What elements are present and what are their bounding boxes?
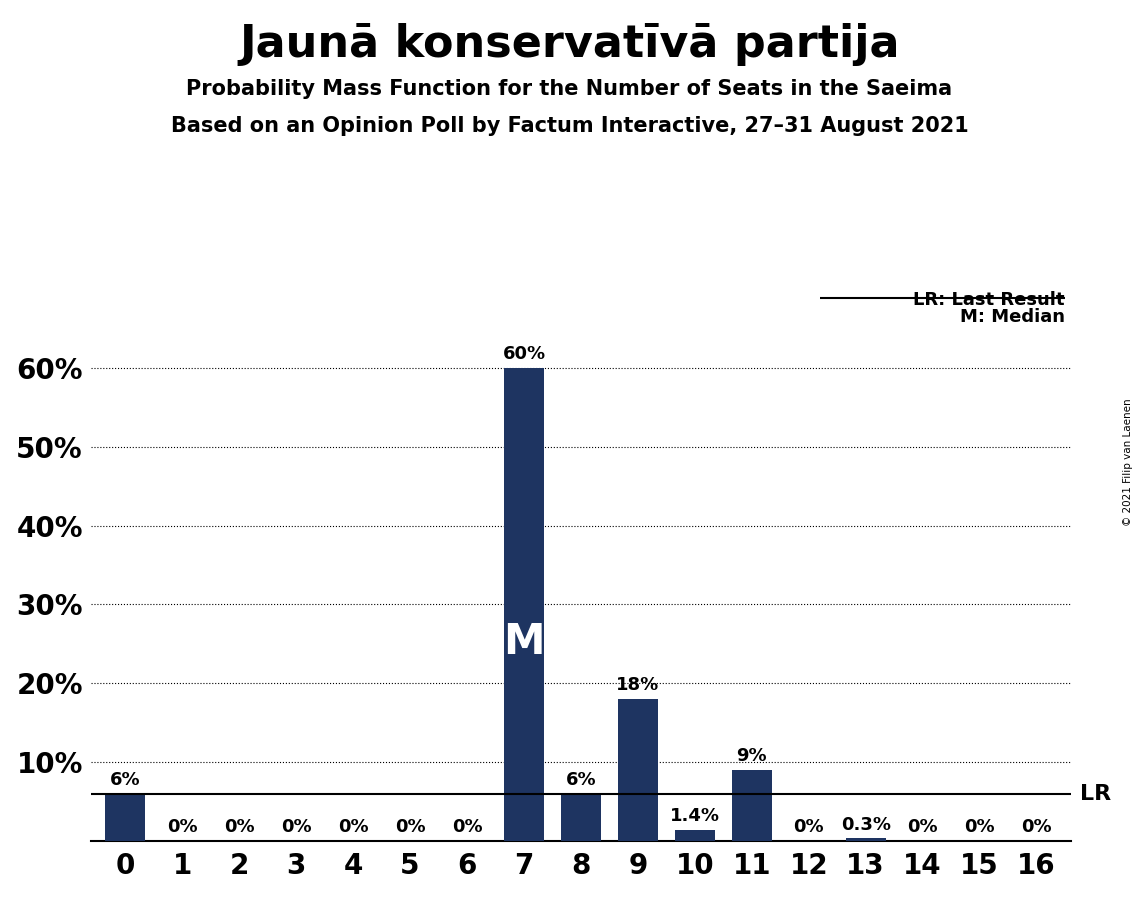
Text: 0%: 0% <box>965 818 994 836</box>
Text: M: M <box>503 621 544 663</box>
Text: 0%: 0% <box>224 818 254 836</box>
Text: 0%: 0% <box>281 818 311 836</box>
Text: 18%: 18% <box>616 676 659 694</box>
Text: 6%: 6% <box>110 771 140 789</box>
Text: 0%: 0% <box>794 818 823 836</box>
Bar <box>503 368 544 841</box>
Bar <box>617 699 657 841</box>
Bar <box>731 770 771 841</box>
Bar <box>845 838 885 841</box>
Text: 6%: 6% <box>566 771 596 789</box>
Text: 0%: 0% <box>167 818 197 836</box>
Text: © 2021 Filip van Laenen: © 2021 Filip van Laenen <box>1123 398 1133 526</box>
Text: LR: LR <box>1081 784 1112 804</box>
Bar <box>560 794 600 841</box>
Text: 60%: 60% <box>502 346 546 363</box>
Text: 0%: 0% <box>395 818 425 836</box>
Text: Probability Mass Function for the Number of Seats in the Saeima: Probability Mass Function for the Number… <box>187 79 952 99</box>
Bar <box>674 830 714 841</box>
Bar <box>105 794 146 841</box>
Text: 9%: 9% <box>737 748 767 765</box>
Text: Based on an Opinion Poll by Factum Interactive, 27–31 August 2021: Based on an Opinion Poll by Factum Inter… <box>171 116 968 136</box>
Text: 0%: 0% <box>908 818 937 836</box>
Text: LR: Last Result: LR: Last Result <box>913 291 1065 309</box>
Text: 1.4%: 1.4% <box>670 807 720 825</box>
Text: 0%: 0% <box>338 818 368 836</box>
Text: M: Median: M: Median <box>960 308 1065 325</box>
Text: Jaunā konservatīvā partija: Jaunā konservatīvā partija <box>239 23 900 67</box>
Text: 0.3%: 0.3% <box>841 816 891 833</box>
Text: 0%: 0% <box>1022 818 1051 836</box>
Text: 0%: 0% <box>452 818 482 836</box>
